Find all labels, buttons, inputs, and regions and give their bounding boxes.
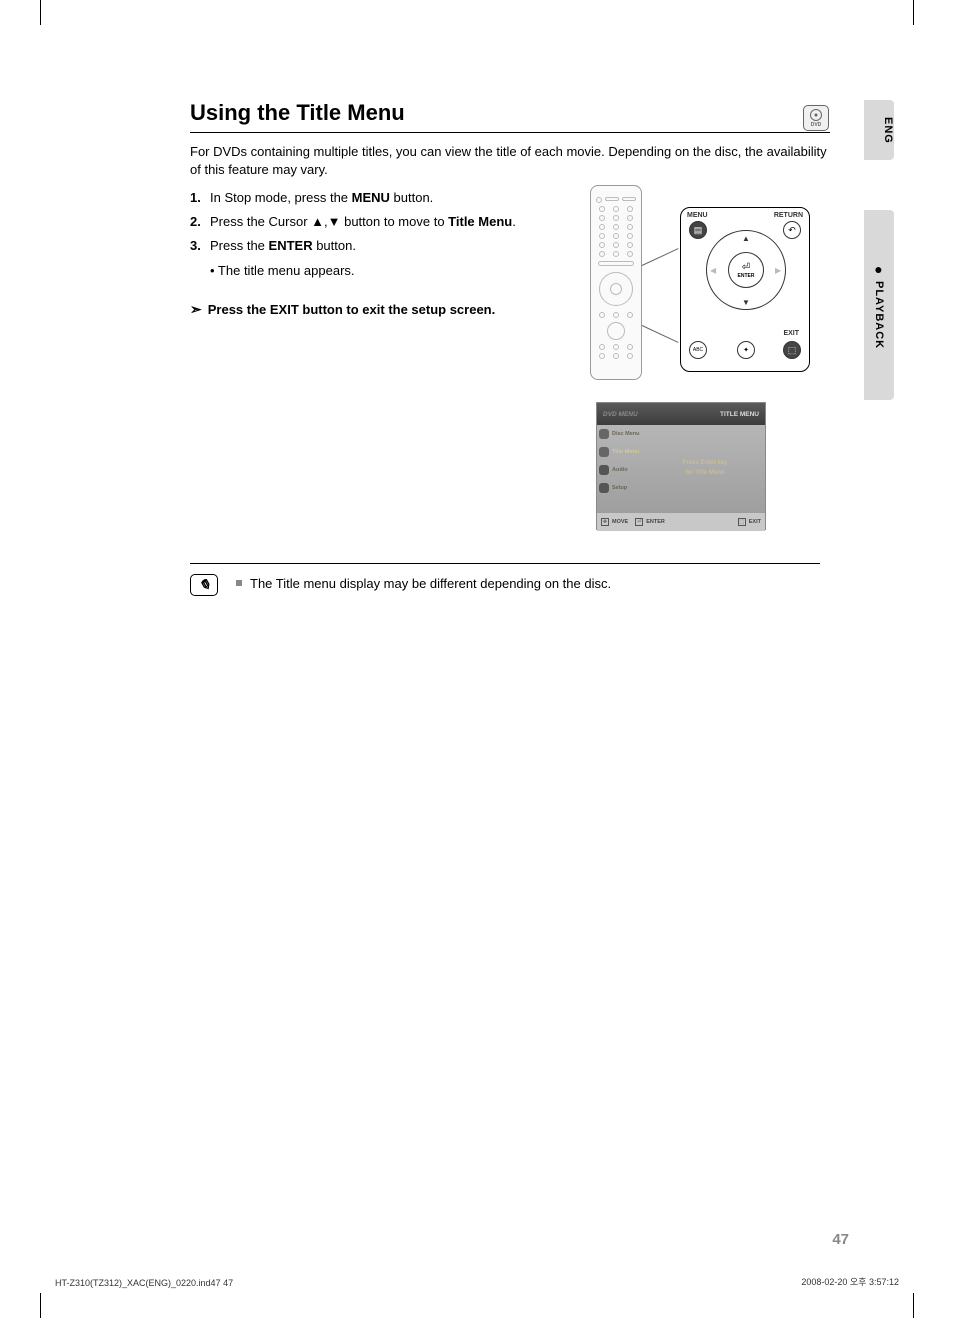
sidebar-label: Setup <box>612 485 627 491</box>
enter-button: ⏎ ENTER <box>728 252 764 288</box>
enter-icon: ⏎ <box>635 518 643 526</box>
osd-sidebar: Disc Menu Title Menu Audio Setup <box>597 425 645 513</box>
osd-sidebar-item: Audio <box>599 465 643 475</box>
osd-header-left: DVD MENU <box>603 411 638 418</box>
remote-diagram: MENU RETURN ▤ ↶ ▲ ▼ ◀ ▶ ⏎ ENTER EXIT ABC… <box>590 185 810 385</box>
menu-button-icon: ▤ <box>689 221 707 239</box>
bullet-icon: ● <box>874 261 883 277</box>
film-icon <box>599 429 609 439</box>
arrow-icon: ➣ <box>190 301 202 318</box>
osd-body: Disc Menu Title Menu Audio Setup Press E… <box>597 425 765 513</box>
step-suffix: . <box>512 214 516 229</box>
step-number: 2. <box>190 212 210 232</box>
osd-header: DVD MENU TITLE MENU <box>597 403 765 425</box>
osd-screenshot: DVD MENU TITLE MENU Disc Menu Title Menu… <box>596 402 766 530</box>
return-label: RETURN <box>774 212 803 219</box>
osd-footer-left: ✥ MOVE ⏎ ENTER <box>601 518 665 526</box>
speaker-icon <box>599 465 609 475</box>
up-arrow-icon: ▲ <box>742 234 750 243</box>
crop-mark <box>913 0 914 25</box>
enter-label: ENTER <box>738 273 755 279</box>
osd-main-line1: Press Enter key <box>682 459 727 469</box>
side-tabs: ENG ● PLAYBACK <box>864 100 894 400</box>
osd-header-right: TITLE MENU <box>720 411 759 418</box>
crop-mark <box>913 1293 914 1318</box>
right-arrow-icon: ▶ <box>775 266 781 275</box>
footer-timestamp: 2008-02-20 오후 3:57:12 <box>801 1275 899 1288</box>
step-bold: Title Menu <box>448 214 512 229</box>
down-arrow-icon: ▼ <box>742 298 750 307</box>
enter-icon: ⏎ <box>742 262 750 273</box>
sidebar-label: Title Menu <box>612 449 639 455</box>
sidebar-label: Audio <box>612 467 628 473</box>
menu-label: MENU <box>687 212 708 219</box>
move-label: MOVE <box>612 519 628 525</box>
pencil-icon: ✎ <box>196 576 212 594</box>
step-bold: MENU <box>352 190 390 205</box>
step-prefix: Press the <box>210 238 269 253</box>
step-bold: ENTER <box>269 238 313 253</box>
abc-label: ABC <box>693 347 703 353</box>
note-row: ✎ The Title menu display may be differen… <box>190 574 820 596</box>
osd-sidebar-item: Title Menu <box>599 447 643 457</box>
osd-main: Press Enter key for Title Menu <box>645 425 765 513</box>
tab-playback-label: PLAYBACK <box>873 281 885 349</box>
sidebar-label: Disc Menu <box>612 431 640 437</box>
bullet-icon <box>236 580 242 586</box>
crop-mark <box>40 1293 41 1318</box>
note-section: ✎ The Title menu display may be differen… <box>190 563 820 596</box>
step-prefix: In Stop mode, press the <box>210 190 352 205</box>
exit-label: EXIT <box>783 330 799 337</box>
footer-filename: HT-Z310(TZ312)_XAC(ENG)_0220.ind47 47 <box>55 1278 233 1288</box>
film-icon <box>599 447 609 457</box>
exit-icon: ⬚ <box>738 518 746 526</box>
nav-panel: MENU RETURN ▤ ↶ ▲ ▼ ◀ ▶ ⏎ ENTER EXIT ABC… <box>680 207 810 372</box>
nav-mid-button-icon: ✦ <box>737 341 755 359</box>
exit-text: Press the EXIT button to exit the setup … <box>208 302 496 317</box>
step-prefix: Press the Cursor ▲,▼ button to move to <box>210 214 448 229</box>
remote-body <box>590 185 642 380</box>
callout-lines <box>642 265 682 325</box>
return-button-icon: ↶ <box>783 221 801 239</box>
osd-footer: ✥ MOVE ⏎ ENTER ⬚ EXIT <box>597 513 765 531</box>
left-arrow-icon: ◀ <box>710 266 716 275</box>
osd-sidebar-item: Disc Menu <box>599 429 643 439</box>
gear-icon <box>599 483 609 493</box>
step-number: 3. <box>190 236 210 256</box>
page-heading: Using the Title Menu <box>190 100 830 133</box>
osd-sidebar-item: Setup <box>599 483 643 493</box>
step-suffix: button. <box>390 190 433 205</box>
crop-mark <box>40 0 41 25</box>
intro-text: For DVDs containing multiple titles, you… <box>190 143 830 178</box>
abc-button-icon: ABC <box>689 341 707 359</box>
note-text: The Title menu display may be different … <box>250 574 611 591</box>
osd-main-line2: for Title Menu <box>685 469 724 479</box>
exit-label: EXIT <box>749 519 761 525</box>
osd-footer-right: ⬚ EXIT <box>738 518 761 526</box>
enter-label: ENTER <box>646 519 665 525</box>
exit-button-icon: ⬚ <box>783 341 801 359</box>
tab-playback: ● PLAYBACK <box>864 210 894 400</box>
move-icon: ✥ <box>601 518 609 526</box>
step-number: 1. <box>190 188 210 208</box>
page-number: 47 <box>832 1231 849 1248</box>
note-icon: ✎ <box>190 574 218 596</box>
step-suffix: button. <box>313 238 356 253</box>
tab-eng: ENG <box>864 100 894 160</box>
